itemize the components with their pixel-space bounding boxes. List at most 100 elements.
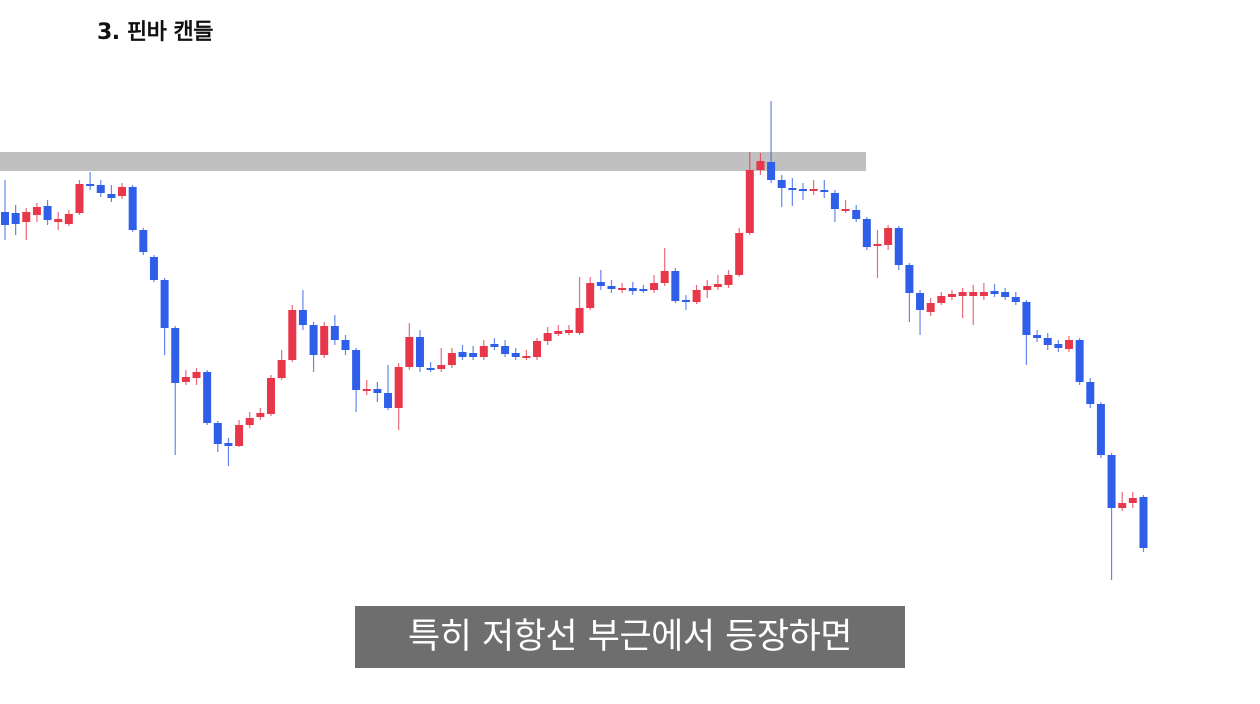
resistance-zone bbox=[0, 152, 866, 171]
candle-body bbox=[118, 187, 127, 196]
candle-body bbox=[22, 212, 31, 222]
subtitle-caption: 특히 저항선 부근에서 등장하면 bbox=[355, 606, 905, 668]
candle-body bbox=[1, 212, 9, 225]
candle-body bbox=[916, 293, 925, 310]
candle-body bbox=[650, 283, 659, 290]
candle-body bbox=[320, 326, 329, 355]
candle-body bbox=[745, 170, 754, 233]
candle-body bbox=[139, 230, 148, 252]
candle-body bbox=[64, 214, 73, 224]
candle-body bbox=[224, 443, 233, 446]
candle-body bbox=[969, 292, 978, 296]
candle-body bbox=[1075, 340, 1084, 382]
candle-body bbox=[86, 184, 95, 186]
candle-body bbox=[341, 340, 350, 350]
candle-body bbox=[628, 288, 637, 291]
candle-body bbox=[799, 189, 807, 191]
candle-body bbox=[681, 300, 690, 302]
candle-body bbox=[533, 341, 541, 357]
candle-body bbox=[405, 337, 414, 367]
candle-body bbox=[990, 291, 999, 294]
candle-body bbox=[447, 353, 456, 365]
candle-body bbox=[862, 219, 871, 247]
candle-body bbox=[330, 326, 339, 340]
candle-body bbox=[809, 189, 818, 191]
candle-body bbox=[288, 310, 297, 360]
candle-body bbox=[384, 393, 393, 408]
candle-body bbox=[128, 187, 137, 230]
candle-body bbox=[788, 188, 797, 190]
candle-body bbox=[277, 360, 286, 378]
candle-body bbox=[713, 284, 722, 287]
candle-body bbox=[1096, 404, 1105, 455]
candle-body bbox=[884, 228, 893, 245]
candle-body bbox=[1022, 302, 1031, 335]
candle-body bbox=[96, 185, 105, 193]
candle-body bbox=[373, 389, 382, 393]
candle-body bbox=[692, 290, 701, 302]
candle-body bbox=[894, 228, 903, 265]
candle-body bbox=[926, 303, 935, 312]
candle-body bbox=[458, 352, 467, 357]
candle-body bbox=[1128, 498, 1137, 503]
candle-body bbox=[437, 365, 446, 369]
candle-body bbox=[192, 372, 201, 378]
candle-body bbox=[607, 286, 616, 289]
candle-body bbox=[1086, 382, 1095, 404]
candle-body bbox=[171, 328, 180, 383]
candle-body bbox=[596, 282, 605, 286]
candle-body bbox=[724, 275, 733, 285]
candle-body bbox=[564, 330, 573, 333]
candle-body bbox=[479, 346, 488, 357]
candle-body bbox=[852, 210, 861, 219]
candle-body bbox=[203, 372, 212, 423]
candle-body bbox=[767, 162, 776, 180]
candle-body bbox=[1054, 344, 1063, 348]
candle-body bbox=[298, 310, 307, 325]
candle-body bbox=[841, 209, 850, 211]
candle-body bbox=[820, 190, 829, 192]
candle-body bbox=[394, 367, 403, 408]
candle-body bbox=[1001, 292, 1010, 297]
candle-body bbox=[1043, 338, 1052, 345]
candle-body bbox=[149, 257, 158, 280]
candle-body bbox=[937, 296, 946, 303]
candle-body bbox=[181, 377, 190, 382]
candle-body bbox=[873, 244, 882, 246]
candle-body bbox=[235, 425, 244, 446]
candle-body bbox=[415, 337, 424, 367]
candle-body bbox=[352, 350, 361, 390]
candle-body bbox=[1118, 503, 1127, 508]
candle-body bbox=[979, 292, 988, 296]
candle-body bbox=[575, 308, 584, 333]
candle-body bbox=[75, 184, 84, 213]
candle-body bbox=[309, 325, 318, 355]
candle-body bbox=[511, 353, 520, 357]
candle-body bbox=[639, 289, 648, 291]
candle-body bbox=[671, 271, 680, 301]
candle-body bbox=[777, 180, 786, 188]
candle-body bbox=[256, 413, 265, 417]
candle-body bbox=[54, 219, 63, 222]
candle-body bbox=[245, 418, 254, 425]
candle-body bbox=[958, 292, 967, 296]
candle-body bbox=[735, 233, 744, 275]
candle-body bbox=[543, 333, 552, 341]
candle-body bbox=[469, 353, 478, 357]
candle-body bbox=[756, 161, 765, 170]
candle-body bbox=[213, 423, 222, 444]
candle-body bbox=[426, 368, 435, 370]
candle-body bbox=[1107, 455, 1116, 508]
candle-body bbox=[830, 193, 839, 209]
candle-body bbox=[362, 389, 371, 391]
candle-body bbox=[1011, 297, 1020, 302]
candle-body bbox=[267, 378, 275, 414]
candle-body bbox=[501, 346, 510, 354]
candle-body bbox=[107, 194, 116, 198]
candle-body bbox=[490, 344, 499, 347]
candle-body bbox=[660, 271, 669, 283]
candle-body bbox=[554, 331, 563, 334]
candle-body bbox=[586, 283, 595, 308]
